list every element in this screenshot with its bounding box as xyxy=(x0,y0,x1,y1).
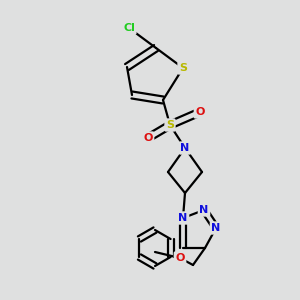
Text: N: N xyxy=(212,223,220,233)
Text: N: N xyxy=(200,205,208,215)
Text: N: N xyxy=(178,213,188,223)
Text: N: N xyxy=(180,143,190,153)
Text: S: S xyxy=(166,120,174,130)
Text: Cl: Cl xyxy=(123,23,135,33)
Text: S: S xyxy=(179,63,187,73)
Text: O: O xyxy=(175,253,185,263)
Text: O: O xyxy=(195,107,205,117)
Text: O: O xyxy=(143,133,153,143)
